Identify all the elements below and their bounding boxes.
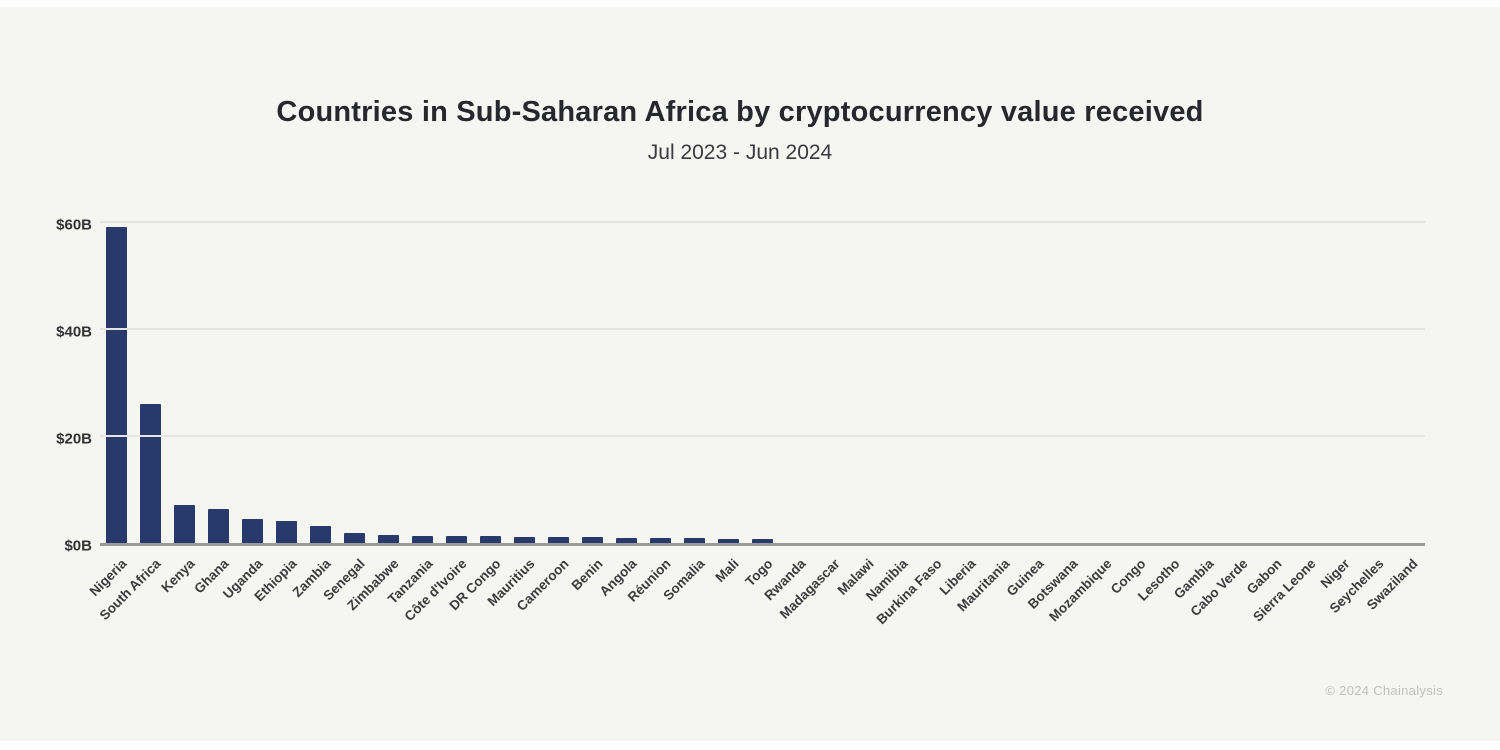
- bar: [616, 537, 638, 543]
- bar-slot: [1051, 225, 1085, 543]
- chart-header: Countries in Sub-Saharan Africa by crypt…: [0, 96, 1480, 165]
- y-tick-label-0B: $0B: [64, 537, 92, 555]
- bar-slot: [440, 225, 474, 543]
- bar-slot: [474, 225, 508, 543]
- bar-slot: [372, 225, 406, 543]
- chart-subtitle: Jul 2023 - Jun 2024: [647, 141, 833, 164]
- bar-slot: [983, 225, 1017, 543]
- bar: [140, 403, 162, 543]
- gridline-60: [100, 221, 1425, 223]
- bar-slot: [542, 225, 576, 543]
- bar-slot: [576, 225, 610, 543]
- bar-slot: [1357, 225, 1391, 543]
- x-axis-labels: Nigeria South Africa Kenya Ghana Uganda Ethio…: [87, 549, 1425, 679]
- gridline-20: [100, 435, 1425, 437]
- bar-slot: [1085, 225, 1119, 543]
- bar-slot: [236, 225, 270, 543]
- bar-slot: [406, 225, 440, 543]
- gridline-40: [100, 328, 1425, 330]
- bar-slot: [168, 225, 202, 543]
- bar-slot: [1255, 225, 1289, 543]
- bar-slot: [610, 225, 644, 543]
- bar: [649, 537, 671, 543]
- bar-slot: [508, 225, 542, 543]
- bar-slot: [711, 225, 745, 543]
- bar-slot: [813, 225, 847, 543]
- bar: [276, 520, 298, 543]
- bar-slot: [100, 225, 134, 543]
- bar-slot: [1391, 225, 1425, 543]
- bar: [582, 537, 604, 543]
- bar: [242, 519, 264, 543]
- bar-slot: [338, 225, 372, 543]
- bar-slot: [1119, 225, 1153, 543]
- copyright-credit: © 2024 Chainalysis: [1325, 683, 1443, 698]
- bar: [751, 539, 773, 543]
- y-axis-labels: $0B $20B $40B $60B: [0, 217, 92, 555]
- bar-slot: [1221, 225, 1255, 543]
- bar-slot: [1017, 225, 1051, 543]
- plot-area: [100, 221, 1425, 546]
- y-tick-label-60B: $60B: [56, 216, 92, 234]
- bar: [446, 535, 468, 543]
- bar: [344, 532, 366, 543]
- bar-slot: [881, 225, 915, 543]
- top-edge-strip: [0, 0, 1500, 7]
- bar: [480, 536, 502, 543]
- bar-slot: [949, 225, 983, 543]
- bar-slot: [745, 225, 779, 543]
- bar: [174, 505, 196, 543]
- y-tick-label-40B: $40B: [56, 323, 92, 341]
- bar: [548, 537, 570, 543]
- bar: [412, 535, 434, 543]
- bar-slot: [270, 225, 304, 543]
- bar: [378, 534, 400, 543]
- bar-slot: [1323, 225, 1357, 543]
- bar: [514, 536, 536, 543]
- bottom-edge-strip: [0, 741, 1500, 750]
- bar-slot: [677, 225, 711, 543]
- bar-slot: [1187, 225, 1221, 543]
- bar: [310, 526, 332, 543]
- bar-slot: [779, 225, 813, 543]
- bar: [717, 538, 739, 543]
- bar: [208, 509, 230, 543]
- bar-slot: [1289, 225, 1323, 543]
- chart-title: Countries in Sub-Saharan Africa by crypt…: [276, 96, 1204, 128]
- y-tick-label-20B: $20B: [56, 430, 92, 448]
- bar: [683, 538, 705, 543]
- bar-series: [100, 225, 1425, 543]
- bar-slot: [304, 225, 338, 543]
- bar-slot: [202, 225, 236, 543]
- bar-slot: [847, 225, 881, 543]
- bar-slot: [915, 225, 949, 543]
- bar-slot: [134, 225, 168, 543]
- bar-slot: [1153, 225, 1187, 543]
- bar: [106, 227, 128, 543]
- bar-slot: [644, 225, 678, 543]
